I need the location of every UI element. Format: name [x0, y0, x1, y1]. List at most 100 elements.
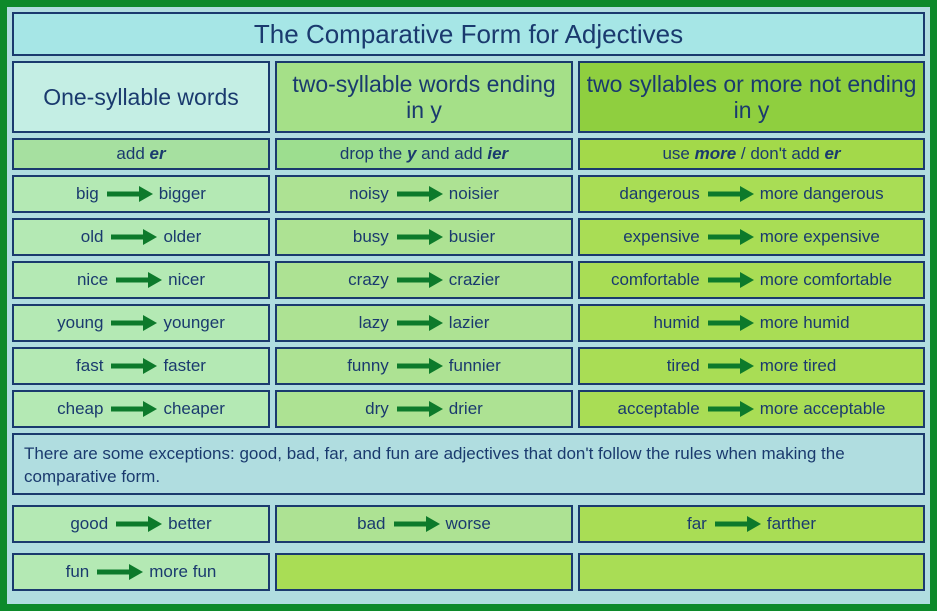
rule-text: add — [116, 144, 149, 163]
example-to: more expensive — [760, 227, 880, 247]
exception-col: good better — [12, 500, 270, 543]
example-to: lazier — [449, 313, 490, 333]
column-header: One-syllable words — [12, 61, 270, 133]
example-to: funnier — [449, 356, 501, 376]
example-to: more tired — [760, 356, 837, 376]
example-from: fast — [76, 356, 103, 376]
example-from: acceptable — [618, 399, 700, 419]
arrow-icon — [109, 314, 157, 332]
example-from: fun — [66, 562, 90, 582]
arrow-icon — [114, 515, 162, 533]
column-header: two syllables or more not ending in y — [578, 61, 925, 133]
example-from: tired — [667, 356, 700, 376]
example-row: funny funnier — [275, 347, 573, 385]
example-row: humidmore humid — [578, 304, 925, 342]
example-to: drier — [449, 399, 483, 419]
page-title: The Comparative Form for Adjectives — [12, 12, 925, 56]
example-from: bad — [357, 514, 385, 534]
exception-row: fun more fun — [12, 548, 925, 591]
example-row: old older — [12, 218, 270, 256]
arrow-icon — [392, 515, 440, 533]
example-to: bigger — [159, 184, 206, 204]
example-row: dangerousmore dangerous — [578, 175, 925, 213]
rule-bold: more — [695, 144, 737, 163]
example-row — [578, 553, 925, 591]
arrow-icon — [395, 357, 443, 375]
example-to: younger — [163, 313, 224, 333]
example-row: cheap cheaper — [12, 390, 270, 428]
example-from: noisy — [349, 184, 389, 204]
example-to: crazier — [449, 270, 500, 290]
example-row: dry drier — [275, 390, 573, 428]
exception-col: fun more fun — [12, 548, 270, 591]
example-to: better — [168, 514, 211, 534]
example-row: busy busier — [275, 218, 573, 256]
example-to: faster — [163, 356, 206, 376]
example-from: funny — [347, 356, 389, 376]
example-row: comfortable more comfortable — [578, 261, 925, 299]
example-from: lazy — [359, 313, 389, 333]
rule-text: and add — [416, 144, 487, 163]
column-two-syllable-y: two-syllable words ending in y drop the … — [275, 61, 573, 428]
example-row: noisy noisier — [275, 175, 573, 213]
example-row — [275, 553, 573, 591]
arrow-icon — [713, 515, 761, 533]
example-to: nicer — [168, 270, 205, 290]
example-from: dangerous — [619, 184, 699, 204]
example-to: noisier — [449, 184, 499, 204]
arrow-icon — [395, 314, 443, 332]
arrow-icon — [109, 400, 157, 418]
rule-bold: er — [150, 144, 166, 163]
example-to: busier — [449, 227, 495, 247]
example-from: crazy — [348, 270, 389, 290]
example-row: bad worse — [275, 505, 573, 543]
arrow-icon — [105, 185, 153, 203]
rule-text: use — [662, 144, 694, 163]
arrow-icon — [706, 400, 754, 418]
example-from: cheap — [57, 399, 103, 419]
example-row: youngyounger — [12, 304, 270, 342]
example-row: good better — [12, 505, 270, 543]
rule-cell: add er — [12, 138, 270, 170]
example-row: tired more tired — [578, 347, 925, 385]
example-from: busy — [353, 227, 389, 247]
arrow-icon — [395, 400, 443, 418]
column-header: two-syllable words ending in y — [275, 61, 573, 133]
example-from: comfortable — [611, 270, 700, 290]
example-to: more fun — [149, 562, 216, 582]
arrow-icon — [706, 271, 754, 289]
chart-container: The Comparative Form for Adjectives One-… — [0, 0, 937, 611]
example-from: dry — [365, 399, 389, 419]
rule-cell: use more / don't add er — [578, 138, 925, 170]
example-from: old — [81, 227, 104, 247]
rule-bold: ier — [487, 144, 508, 163]
example-from: big — [76, 184, 99, 204]
example-to: older — [163, 227, 201, 247]
arrow-icon — [395, 228, 443, 246]
example-to: farther — [767, 514, 816, 534]
example-to: worse — [446, 514, 491, 534]
arrow-icon — [706, 185, 754, 203]
arrow-icon — [395, 271, 443, 289]
example-to: more acceptable — [760, 399, 886, 419]
arrow-icon — [109, 357, 157, 375]
exception-col: bad worse — [275, 500, 573, 543]
exception-col: far farther — [578, 500, 925, 543]
example-row: acceptable more acceptable — [578, 390, 925, 428]
example-row: fast faster — [12, 347, 270, 385]
example-from: good — [70, 514, 108, 534]
example-from: expensive — [623, 227, 700, 247]
example-to: more comfortable — [760, 270, 892, 290]
example-from: far — [687, 514, 707, 534]
arrow-icon — [706, 314, 754, 332]
example-row: expensive more expensive — [578, 218, 925, 256]
columns-wrapper: One-syllable words add er bigbiggeroldol… — [12, 61, 925, 428]
arrow-icon — [109, 228, 157, 246]
example-row: big bigger — [12, 175, 270, 213]
example-row: fun more fun — [12, 553, 270, 591]
example-from: humid — [653, 313, 699, 333]
example-from: nice — [77, 270, 108, 290]
exception-col — [275, 548, 573, 591]
example-to: cheaper — [163, 399, 224, 419]
arrow-icon — [395, 185, 443, 203]
